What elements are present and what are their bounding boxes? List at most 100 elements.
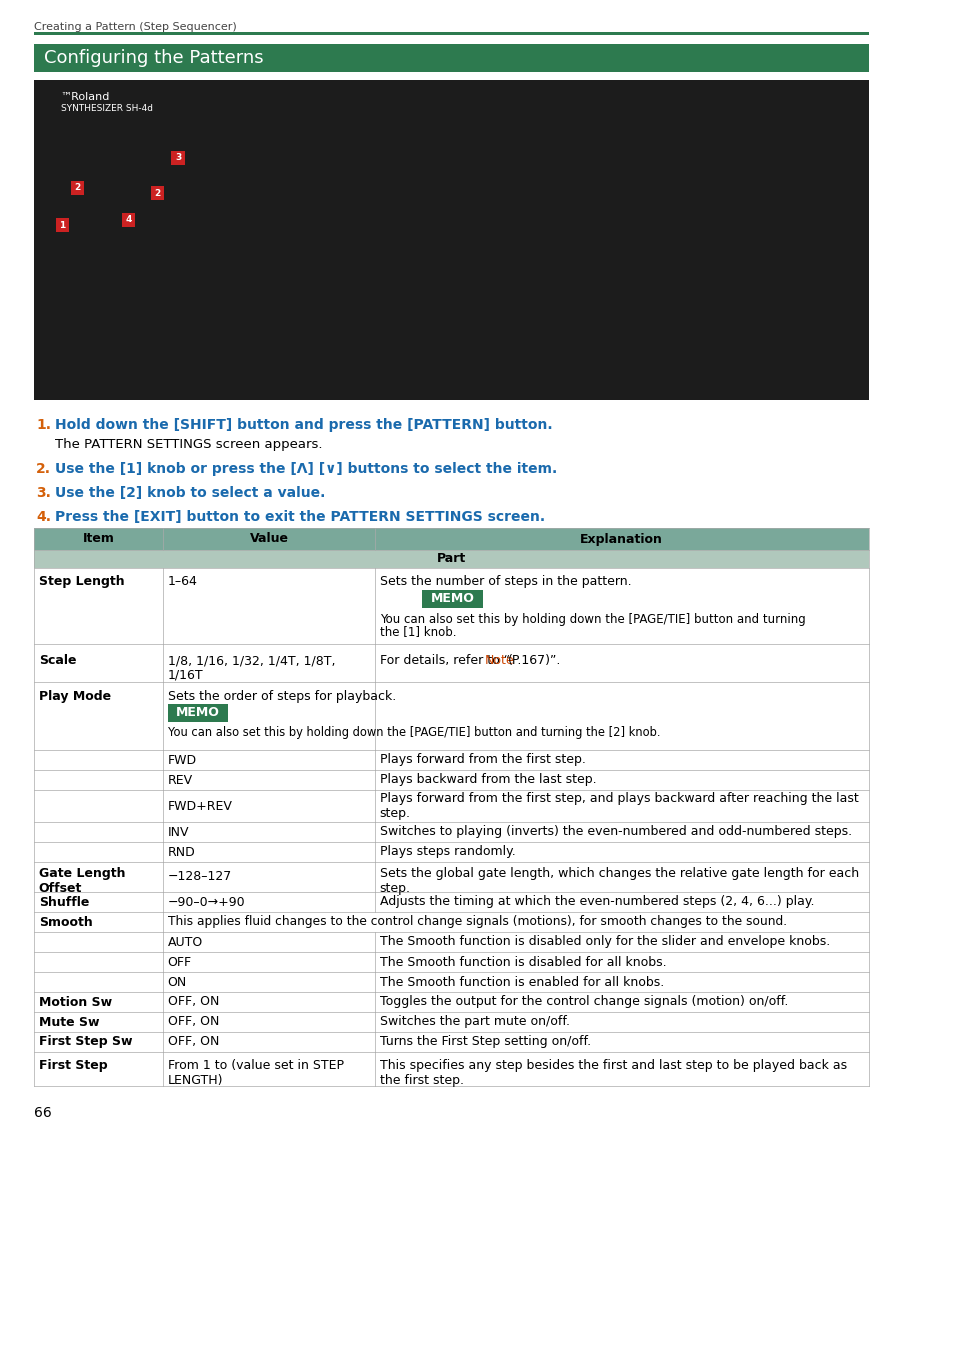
Text: First Step: First Step — [39, 1058, 108, 1072]
Text: The Smooth function is disabled for all knobs.: The Smooth function is disabled for all … — [379, 956, 666, 968]
Bar — [34, 992, 868, 1012]
Bar — [34, 842, 868, 863]
Text: The Smooth function is disabled only for the slider and envelope knobs.: The Smooth function is disabled only for… — [379, 936, 829, 949]
Text: ON: ON — [168, 976, 187, 988]
Bar — [151, 186, 164, 200]
Text: RND: RND — [168, 845, 195, 859]
Bar — [34, 644, 868, 682]
Text: REV: REV — [168, 774, 193, 787]
Text: Sets the order of steps for playback.: Sets the order of steps for playback. — [168, 690, 395, 703]
Bar — [34, 972, 868, 992]
Bar — [34, 913, 868, 931]
Text: OFF, ON: OFF, ON — [168, 1035, 219, 1049]
Text: Item: Item — [83, 532, 114, 545]
Text: 3.: 3. — [36, 486, 51, 500]
Bar — [422, 590, 482, 608]
Bar — [34, 45, 868, 72]
Text: Sets the global gate length, which changes the relative gate length for each
ste: Sets the global gate length, which chang… — [379, 867, 858, 895]
Text: First Step Sw: First Step Sw — [39, 1035, 132, 1049]
Text: MEMO: MEMO — [431, 593, 474, 606]
Text: Shuffle: Shuffle — [39, 895, 90, 909]
Text: From 1 to (value set in STEP
LENGTH): From 1 to (value set in STEP LENGTH) — [168, 1058, 343, 1087]
Text: AUTO: AUTO — [168, 936, 203, 949]
Bar — [34, 80, 868, 400]
Text: FWD: FWD — [168, 753, 196, 767]
Bar — [34, 549, 868, 568]
Text: Configuring the Patterns: Configuring the Patterns — [44, 49, 263, 68]
Text: Step Length: Step Length — [39, 575, 124, 589]
Bar — [71, 181, 84, 194]
Bar — [34, 822, 868, 842]
Text: The Smooth function is enabled for all knobs.: The Smooth function is enabled for all k… — [379, 976, 663, 988]
Text: You can also set this by holding down the [PAGE/TIE] button and turning the [2] : You can also set this by holding down th… — [168, 726, 659, 738]
Text: 4: 4 — [126, 216, 132, 224]
Text: 2: 2 — [154, 189, 160, 197]
Text: Smooth: Smooth — [39, 915, 92, 929]
Text: −128–127: −128–127 — [168, 871, 232, 883]
Bar — [34, 892, 868, 913]
Bar — [34, 1052, 868, 1085]
Text: Adjusts the timing at which the even-numbered steps (2, 4, 6...) play.: Adjusts the timing at which the even-num… — [379, 895, 814, 909]
Text: For details, refer to “: For details, refer to “ — [379, 653, 509, 667]
Bar — [34, 769, 868, 790]
Text: Sets the number of steps in the pattern.: Sets the number of steps in the pattern. — [379, 575, 631, 589]
Text: Note: Note — [484, 653, 514, 667]
Text: 1: 1 — [59, 220, 66, 230]
Text: Toggles the output for the control change signals (motion) on/off.: Toggles the output for the control chang… — [379, 995, 787, 1008]
Bar — [34, 931, 868, 952]
Text: The PATTERN SETTINGS screen appears.: The PATTERN SETTINGS screen appears. — [55, 437, 322, 451]
Text: Use the [1] knob or press the [Λ] [∨] buttons to select the item.: Use the [1] knob or press the [Λ] [∨] bu… — [55, 462, 557, 477]
Text: Plays forward from the first step.: Plays forward from the first step. — [379, 753, 585, 767]
Text: Part: Part — [436, 552, 466, 566]
Text: Value: Value — [249, 532, 288, 545]
Text: Switches to playing (inverts) the even-numbered and odd-numbered steps.: Switches to playing (inverts) the even-n… — [379, 825, 851, 838]
Bar — [172, 151, 185, 165]
Text: Switches the part mute on/off.: Switches the part mute on/off. — [379, 1015, 569, 1029]
Text: 4.: 4. — [36, 510, 51, 524]
Text: SYNTHESIZER SH-4d: SYNTHESIZER SH-4d — [61, 104, 152, 113]
Text: Hold down the [SHIFT] button and press the [PATTERN] button.: Hold down the [SHIFT] button and press t… — [55, 418, 552, 432]
Text: OFF, ON: OFF, ON — [168, 1015, 219, 1029]
Text: Plays forward from the first step, and plays backward after reaching the last
st: Plays forward from the first step, and p… — [379, 792, 858, 819]
Text: 1–64: 1–64 — [168, 575, 197, 589]
Text: Creating a Pattern (Step Sequencer): Creating a Pattern (Step Sequencer) — [34, 22, 236, 32]
Text: MEMO: MEMO — [175, 706, 219, 720]
Text: Press the [EXIT] button to exit the PATTERN SETTINGS screen.: Press the [EXIT] button to exit the PATT… — [55, 510, 544, 524]
Text: Turns the First Step setting on/off.: Turns the First Step setting on/off. — [379, 1035, 590, 1049]
Bar — [122, 213, 135, 227]
Bar — [168, 703, 228, 722]
Text: 66: 66 — [34, 1106, 51, 1120]
Text: OFF: OFF — [168, 956, 192, 968]
Bar — [34, 790, 868, 822]
Bar — [34, 682, 868, 751]
Bar — [34, 1012, 868, 1031]
Text: Gate Length
Offset: Gate Length Offset — [39, 867, 125, 895]
Text: This applies fluid changes to the control change signals (motions), for smooth c: This applies fluid changes to the contro… — [168, 915, 786, 929]
Text: OFF, ON: OFF, ON — [168, 995, 219, 1008]
Bar — [34, 528, 868, 549]
Text: This specifies any step besides the first and last step to be played back as
the: This specifies any step besides the firs… — [379, 1058, 846, 1087]
Bar — [34, 952, 868, 972]
Bar — [34, 32, 868, 35]
Text: Mute Sw: Mute Sw — [39, 1015, 99, 1029]
Text: Motion Sw: Motion Sw — [39, 995, 112, 1008]
Text: FWD+REV: FWD+REV — [168, 799, 233, 813]
Text: Plays steps randomly.: Plays steps randomly. — [379, 845, 515, 859]
Bar — [34, 1031, 868, 1052]
Text: (P.167)”.: (P.167)”. — [507, 653, 560, 667]
Text: Explanation: Explanation — [579, 532, 662, 545]
Bar — [34, 863, 868, 892]
Text: 2: 2 — [74, 184, 81, 193]
Text: Scale: Scale — [39, 653, 76, 667]
Bar — [34, 751, 868, 769]
Text: Use the [2] knob to select a value.: Use the [2] knob to select a value. — [55, 486, 325, 500]
Text: the [1] knob.: the [1] knob. — [379, 625, 456, 639]
Text: Play Mode: Play Mode — [39, 690, 111, 703]
Text: 1.: 1. — [36, 418, 51, 432]
Text: INV: INV — [168, 825, 189, 838]
Text: −90–0→+90: −90–0→+90 — [168, 895, 245, 909]
Bar — [34, 568, 868, 644]
Text: 1/8, 1/16, 1/32, 1/4T, 1/8T,
1/16T: 1/8, 1/16, 1/32, 1/4T, 1/8T, 1/16T — [168, 653, 335, 682]
Text: 2.: 2. — [36, 462, 51, 477]
Text: ™Roland: ™Roland — [61, 92, 110, 103]
